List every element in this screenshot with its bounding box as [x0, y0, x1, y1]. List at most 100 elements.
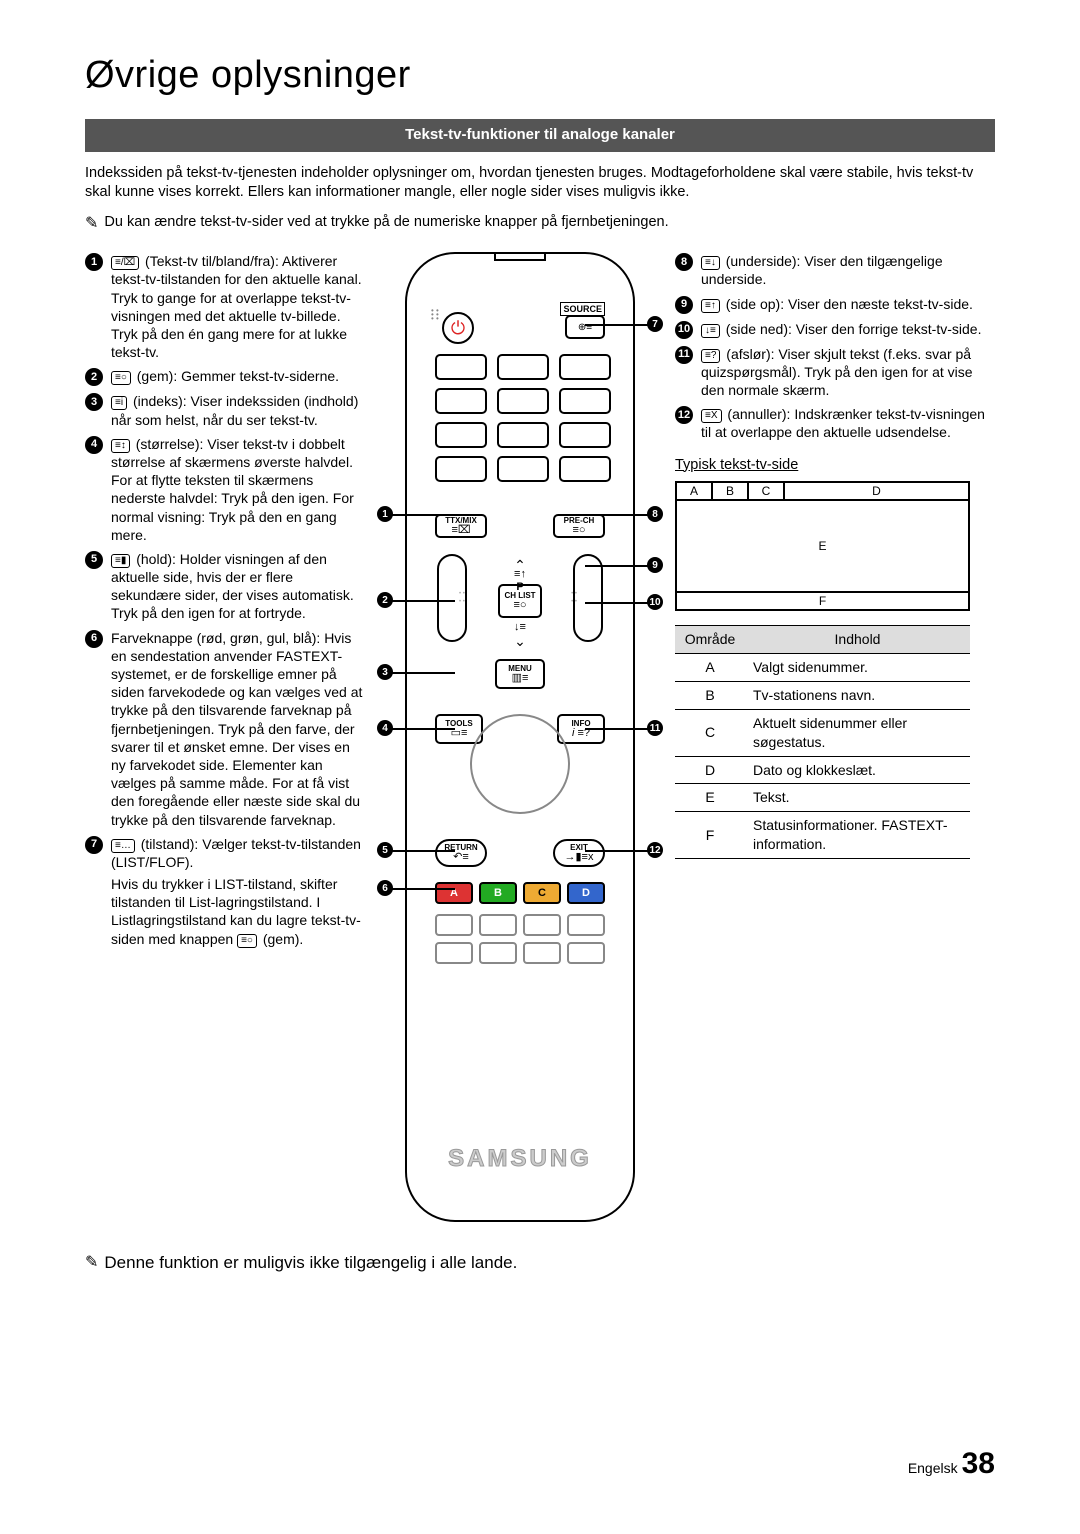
power-button[interactable]: ⏻ [442, 312, 474, 344]
cell-c: C [748, 482, 784, 500]
remote: • •• •• • ⏻ SOURCE ⊕≡ TTX/MIX≡⌧ PRE-CH≡○ [405, 252, 635, 1222]
item-text: ≡▮ (hold): Holder visningen af den aktue… [111, 550, 365, 623]
callout-badge: 12 [647, 842, 663, 858]
intro-text: Indekssiden på tekst-tv-tjenesten indeho… [85, 164, 995, 203]
down-arrow-icon: ⌄ [514, 632, 526, 651]
list-item: 7 ≡… (tilstand): Vælger tekst-tv-tilstand… [85, 835, 365, 948]
transport-buttons[interactable] [435, 914, 605, 964]
callout-badge: 1 [377, 506, 393, 522]
cell-f: F [676, 592, 969, 610]
list-item: 10↓≡ (side ned): Viser den forrige tekst… [675, 320, 985, 339]
item-text: ≡↓ (underside): Viser den tilgængelige u… [701, 252, 985, 288]
callout-badge: 8 [647, 506, 663, 522]
item-text: ≡↑ (side op): Viser den næste tekst-tv-s… [701, 295, 985, 314]
section-header: Tekst-tv-funktioner til analoge kanaler [85, 119, 995, 151]
chlist-button[interactable]: CH LIST≡○ [498, 584, 542, 618]
callout-badge: 3 [377, 664, 393, 680]
yellow-button[interactable]: C [523, 882, 561, 904]
num-badge: 4 [85, 436, 103, 454]
list-item: 3≡i (indeks): Viser indekssiden (indhold… [85, 392, 365, 428]
callout-badge: 10 [647, 594, 663, 610]
cell-a: A [676, 482, 712, 500]
exit-button[interactable]: EXIT→▮≡x [553, 839, 605, 867]
menu-button[interactable]: MENU▥≡ [495, 659, 545, 689]
num-badge: 6 [85, 630, 103, 648]
cell-key: C [675, 709, 745, 756]
num-badge: 12 [675, 406, 693, 424]
cell-key: E [675, 784, 745, 812]
table-row: CAktuelt sidenummer eller søgestatus. [675, 709, 970, 756]
list-item: 1≡/⌧ (Tekst-tv til/bland/fra): Aktiverer… [85, 252, 365, 361]
num-badge: 9 [675, 296, 693, 314]
red-button[interactable]: A [435, 882, 473, 904]
channel-rocker[interactable] [573, 554, 603, 642]
th-content: Indhold [745, 626, 970, 654]
cell-val: Statusinformationer. FASTEXT-information… [745, 812, 970, 859]
footer-text: Denne funktion er muligvis ikke tilgænge… [104, 1252, 517, 1275]
th-area: Område [675, 626, 745, 654]
note-icon: ✎ [85, 213, 98, 235]
blue-button[interactable]: D [567, 882, 605, 904]
table-row: ETekst. [675, 784, 970, 812]
list-item: 2≡○ (gem): Gemmer tekst-tv-siderne. [85, 367, 365, 386]
return-button[interactable]: RETURN↶≡ [435, 839, 487, 867]
cell-val: Aktuelt sidenummer eller søgestatus. [745, 709, 970, 756]
color-buttons[interactable]: A B C D [435, 882, 605, 904]
prech-button[interactable]: PRE-CH≡○ [553, 514, 605, 538]
note: ✎ Du kan ændre tekst-tv-sider ved at try… [85, 213, 995, 235]
item-text: ≡i (indeks): Viser indekssiden (indhold)… [111, 392, 365, 428]
cell-val: Tv-stationens navn. [745, 681, 970, 709]
table-row: DDato og klokkeslæt. [675, 756, 970, 784]
note-icon: ✎ [85, 1252, 98, 1275]
source-button[interactable]: ⊕≡ [565, 315, 605, 339]
item-text: ≡↕ (størrelse): Viser tekst-tv i dobbelt… [111, 435, 365, 544]
num-badge: 1 [85, 253, 103, 271]
cell-key: B [675, 681, 745, 709]
ttx-button[interactable]: TTX/MIX≡⌧ [435, 514, 487, 538]
list-item: 5 ≡▮ (hold): Holder visningen af den aktu… [85, 550, 365, 623]
item-text: ≡… (tilstand): Vælger tekst-tv-tilstande… [111, 835, 365, 948]
dpad[interactable] [470, 714, 570, 814]
cell-val: Dato og klokkeslæt. [745, 756, 970, 784]
num-badge: 7 [85, 836, 103, 854]
list-item: 12≡X (annuller): Indskrænker tekst-tv-vi… [675, 405, 985, 441]
table-row: FStatusinformationer. FASTEXT-informatio… [675, 812, 970, 859]
item-text: ≡? (afslør): Viser skjult tekst (f.eks. … [701, 345, 985, 400]
page-number: Engelsk38 [908, 1444, 995, 1485]
cell-b: B [712, 482, 748, 500]
cell-e: E [676, 500, 969, 592]
list-item: 4 ≡↕ (størrelse): Viser tekst-tv i dobbel… [85, 435, 365, 544]
cell-key: D [675, 756, 745, 784]
list-item: 8 ≡↓ (underside): Viser den tilgængelige … [675, 252, 985, 288]
num-badge: 11 [675, 346, 693, 364]
callout-badge: 6 [377, 880, 393, 896]
callout-badge: 4 [377, 720, 393, 736]
right-column: 8 ≡↓ (underside): Viser den tilgængelige … [675, 252, 985, 859]
table-row: AValgt sidenummer. [675, 654, 970, 682]
left-column: 1≡/⌧ (Tekst-tv til/bland/fra): Aktiverer… [85, 252, 365, 954]
num-badge: 5 [85, 551, 103, 569]
cell-val: Tekst. [745, 784, 970, 812]
brand-logo: SAMSUNG [407, 1143, 633, 1175]
num-badge: 8 [675, 253, 693, 271]
footer-note: ✎ Denne funktion er muligvis ikke tilgæn… [85, 1252, 995, 1275]
cell-key: F [675, 812, 745, 859]
remote-column: • •• •• • ⏻ SOURCE ⊕≡ TTX/MIX≡⌧ PRE-CH≡○ [365, 252, 675, 1222]
cell-key: A [675, 654, 745, 682]
list-item: 9 ≡↑ (side op): Viser den næste tekst-tv-… [675, 295, 985, 314]
page-title: Øvrige oplysninger [85, 50, 995, 101]
callout-badge: 9 [647, 557, 663, 573]
list-item: 11 ≡? (afslør): Viser skjult tekst (f.eks… [675, 345, 985, 400]
callout-badge: 2 [377, 592, 393, 608]
led-dots: • •• •• • [431, 309, 439, 321]
numpad[interactable] [435, 354, 611, 482]
table-row: BTv-stationens navn. [675, 681, 970, 709]
tv-page-layout: A B C D E F [675, 481, 970, 611]
item-text: ≡○ (gem): Gemmer tekst-tv-siderne. [111, 367, 365, 386]
item-text: Farveknappe (rød, grøn, gul, blå): Hvis … [111, 629, 365, 829]
note-text: Du kan ændre tekst-tv-sider ved at trykk… [104, 213, 668, 235]
green-button[interactable]: B [479, 882, 517, 904]
callout-badge: 7 [647, 316, 663, 332]
callout-badge: 11 [647, 720, 663, 736]
callout-badge: 5 [377, 842, 393, 858]
